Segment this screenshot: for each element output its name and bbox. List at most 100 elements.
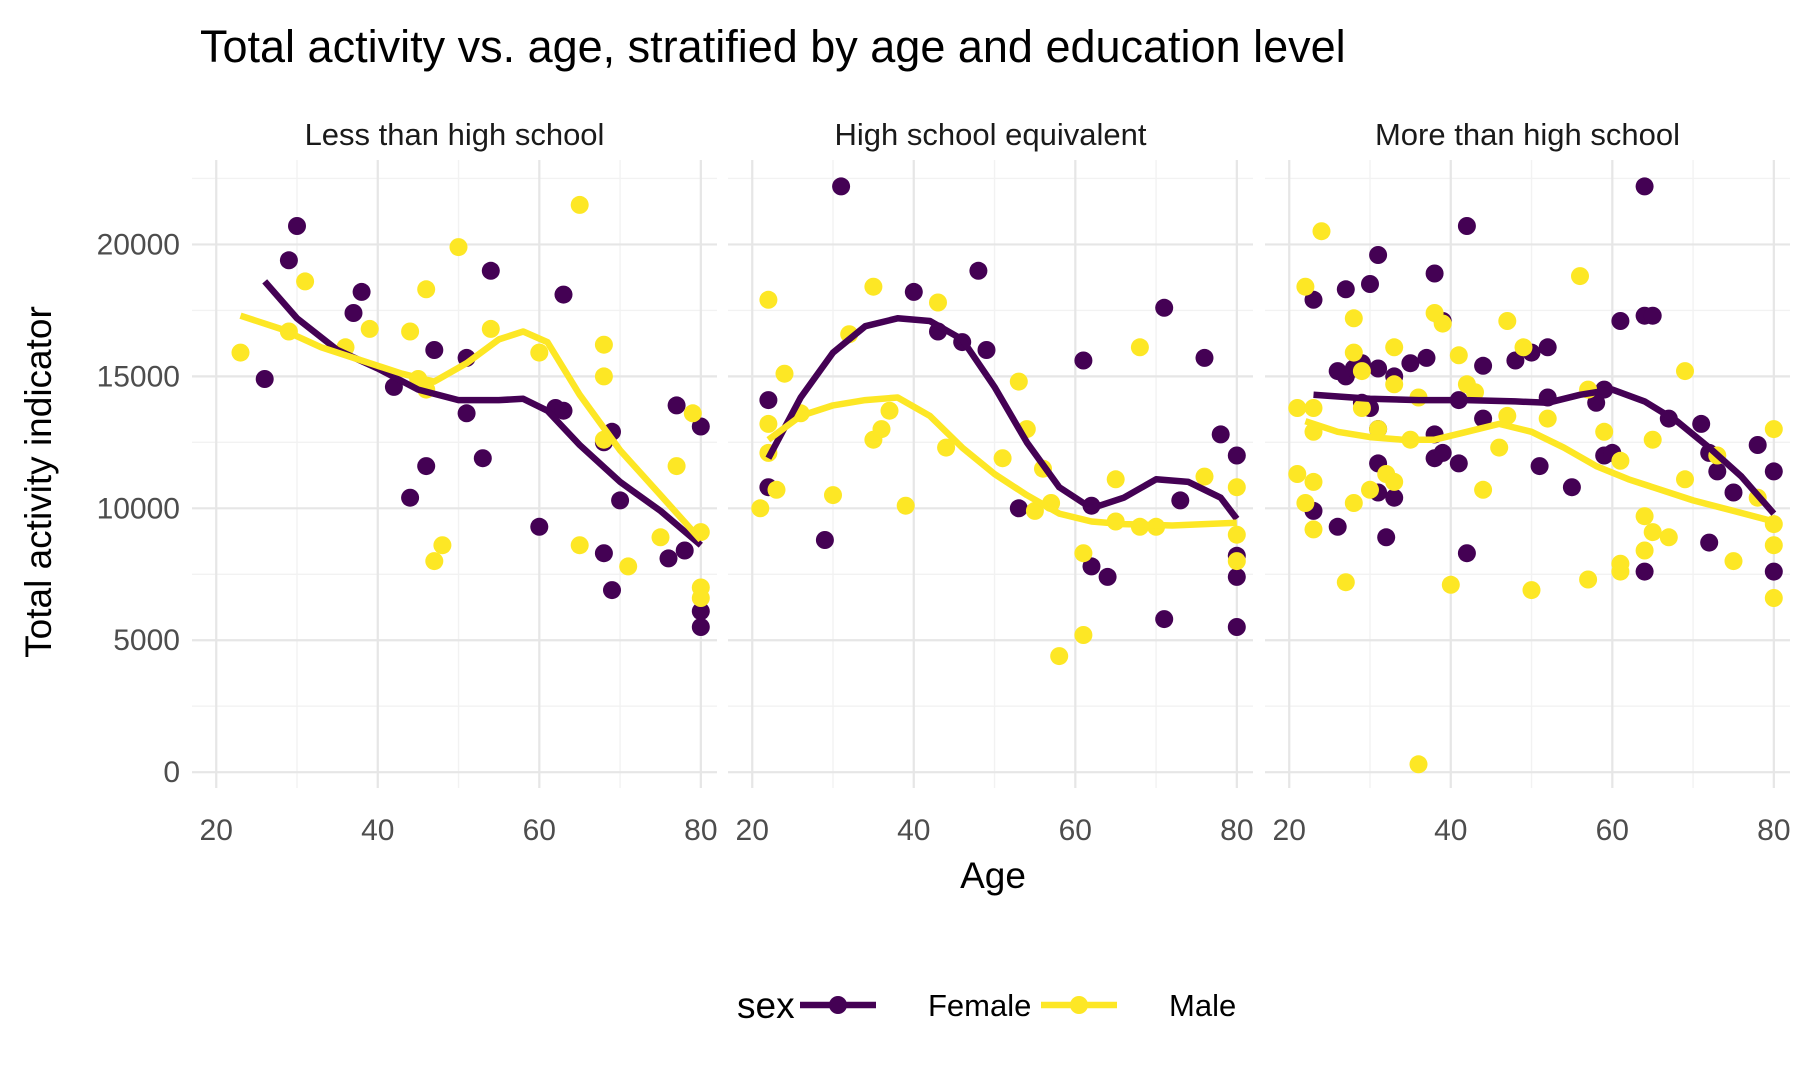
point-male — [1659, 528, 1678, 547]
point-female — [1425, 264, 1444, 283]
point-male — [1361, 480, 1379, 499]
point-male — [594, 335, 613, 354]
point-female — [457, 404, 476, 423]
point-female — [344, 304, 363, 322]
point-male — [1611, 562, 1630, 581]
point-female — [1692, 414, 1711, 433]
point-male — [570, 536, 589, 555]
facet-panel: High school equivalent 20 40 60 80 — [728, 117, 1254, 847]
facet-panel: Less than high school 20 40 60 80 — [192, 117, 718, 847]
point-female — [1474, 409, 1493, 428]
point-male — [1571, 267, 1589, 286]
point-female — [1377, 528, 1396, 547]
point-male — [1441, 575, 1460, 594]
point-male — [775, 364, 794, 383]
y-axis-title: Total activity indicator — [18, 306, 59, 658]
facet-strip-label: Less than high school — [305, 117, 605, 152]
legend-key-point-female — [829, 996, 847, 1014]
point-female — [1635, 562, 1654, 581]
point-male — [667, 457, 686, 476]
point-male — [1344, 494, 1363, 512]
point-female — [1764, 562, 1783, 581]
point-female — [832, 177, 851, 196]
x-tick-label: 80 — [1757, 814, 1790, 847]
point-female — [1643, 306, 1662, 325]
point-male — [1635, 541, 1654, 560]
point-male — [937, 438, 956, 457]
facet-panel: More than high school 20 40 60 80 — [1265, 117, 1791, 847]
point-male — [864, 277, 883, 296]
point-female — [279, 251, 298, 270]
point-male — [993, 449, 1012, 468]
legend-label-female: Female — [928, 988, 1031, 1023]
point-male — [425, 552, 444, 571]
point-male — [1304, 399, 1323, 417]
point-male — [929, 293, 947, 312]
point-male — [1635, 507, 1654, 526]
point-male — [651, 528, 670, 547]
point-male — [1369, 420, 1388, 439]
point-male — [1643, 430, 1662, 449]
point-female — [1530, 457, 1549, 476]
point-female — [1227, 567, 1246, 586]
point-female — [1336, 280, 1355, 299]
point-female — [1211, 425, 1230, 444]
point-female — [1538, 338, 1557, 357]
point-male — [530, 343, 549, 362]
point-male — [1227, 525, 1246, 544]
point-female — [1361, 275, 1379, 293]
point-male — [1312, 222, 1331, 241]
point-female — [1098, 567, 1117, 586]
legend-key-point-male — [1070, 996, 1088, 1014]
point-female — [352, 282, 371, 301]
point-male — [1304, 472, 1323, 491]
x-tick-label: 80 — [684, 814, 717, 847]
point-male — [594, 367, 613, 386]
x-tick-label: 40 — [897, 814, 930, 847]
point-female — [1748, 436, 1767, 454]
point-female — [425, 341, 444, 359]
smooth-line-female — [1313, 386, 1777, 516]
x-axis-title: Age — [960, 855, 1026, 896]
point-male — [1050, 647, 1069, 666]
smooth-line-male — [766, 394, 1237, 529]
point-male — [1195, 467, 1214, 486]
point-female — [1195, 348, 1214, 367]
point-female — [1449, 454, 1468, 473]
point-female — [675, 541, 694, 560]
point-male — [449, 238, 468, 257]
point-male — [1025, 501, 1044, 520]
facet-strip-label: More than high school — [1375, 117, 1680, 152]
point-male — [619, 557, 638, 576]
point-female — [691, 602, 710, 621]
point-female — [1155, 298, 1174, 317]
point-female — [815, 531, 834, 549]
point-female — [401, 488, 420, 507]
point-female — [1764, 462, 1783, 481]
point-female — [417, 457, 436, 476]
point-male — [872, 420, 891, 439]
point-female — [1457, 544, 1476, 563]
point-female — [691, 417, 710, 436]
point-male — [767, 480, 786, 499]
point-male — [1352, 399, 1371, 417]
point-female — [1304, 290, 1323, 309]
point-female — [969, 261, 988, 280]
panels-layer: 0 5000 10000 15000 20000 Less than high schoo… — [97, 117, 1791, 847]
point-male — [1724, 552, 1743, 571]
point-male — [1385, 375, 1404, 394]
point-male — [1764, 420, 1783, 439]
point-male — [401, 322, 420, 341]
point-female — [1708, 462, 1727, 481]
point-male — [683, 404, 702, 423]
point-male — [1074, 626, 1093, 644]
point-male — [896, 496, 915, 515]
point-female — [667, 396, 686, 415]
y-tick-label: 20000 — [97, 228, 180, 261]
x-tick-label: 60 — [523, 814, 556, 847]
point-male — [1474, 480, 1493, 499]
point-female — [288, 217, 306, 235]
point-male — [1449, 346, 1468, 365]
point-female — [659, 549, 678, 568]
